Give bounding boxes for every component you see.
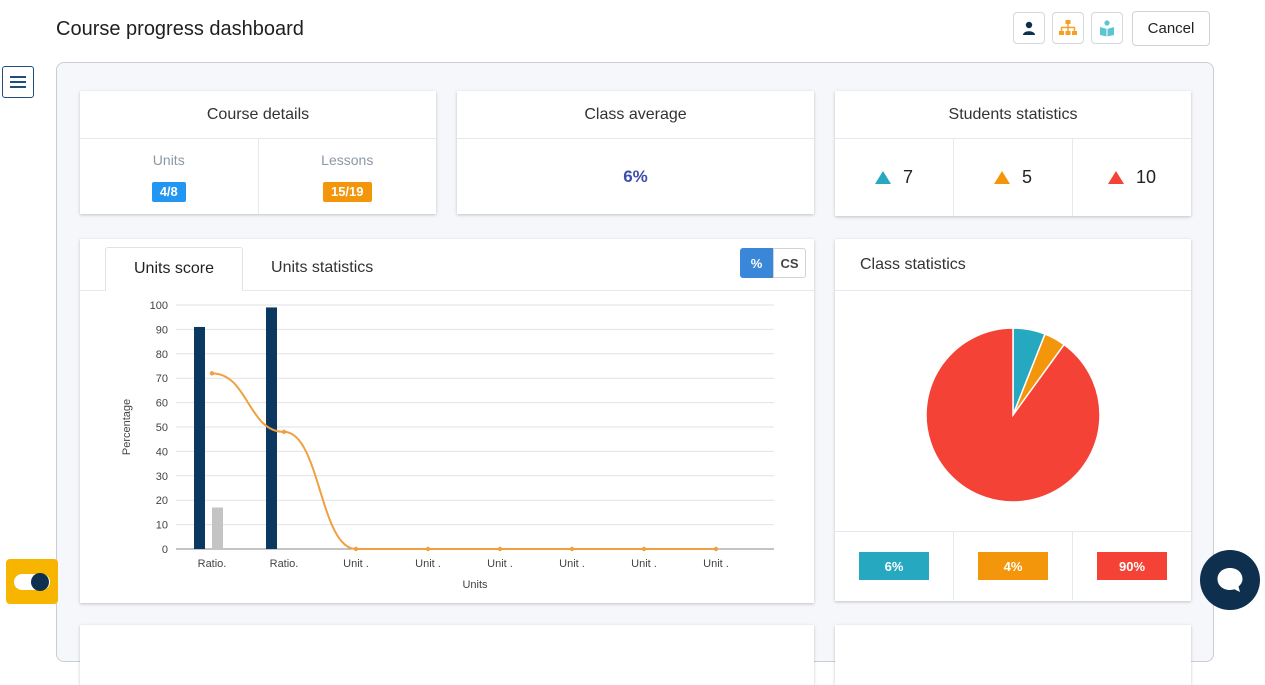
dashboard-container: Course details Units 4/8 Lessons 15/19 C… bbox=[56, 62, 1214, 685]
course-details-card: Course details Units 4/8 Lessons 15/19 bbox=[80, 91, 436, 214]
students-statistics-title: Students statistics bbox=[835, 91, 1191, 139]
tab-units-statistics[interactable]: Units statistics bbox=[271, 259, 374, 276]
theme-toggle[interactable] bbox=[6, 559, 58, 604]
line-point bbox=[353, 546, 359, 552]
y-tick-label: 90 bbox=[156, 324, 168, 336]
units-label: Units bbox=[152, 151, 185, 168]
x-tick-label: Ratio. bbox=[270, 558, 299, 570]
y-axis-label: Percentage bbox=[121, 399, 133, 455]
reading-icon bbox=[1100, 20, 1114, 37]
class-statistics-title: Class statistics bbox=[835, 239, 1191, 291]
x-tick-label: Unit . bbox=[703, 558, 729, 570]
stat-average: 5 bbox=[953, 139, 1072, 216]
y-tick-label: 60 bbox=[156, 398, 168, 410]
stat-excellent: 7 bbox=[835, 139, 953, 216]
student-icon bbox=[1023, 21, 1035, 35]
line-point bbox=[281, 429, 287, 435]
cancel-button[interactable]: Cancel bbox=[1132, 11, 1210, 46]
stat-low: 10 bbox=[1072, 139, 1191, 216]
stat-value: 10 bbox=[1135, 167, 1157, 187]
lessons-column: Lessons 15/19 bbox=[257, 139, 437, 214]
legend-chip: 4% bbox=[978, 552, 1048, 580]
x-tick-label: Ratio. bbox=[198, 558, 227, 570]
chat-bubble-icon bbox=[1217, 568, 1243, 592]
class-average-value: 6% bbox=[623, 166, 648, 186]
next-card-right bbox=[835, 625, 1191, 685]
legend-chip: 6% bbox=[859, 552, 929, 580]
y-tick-label: 70 bbox=[156, 373, 168, 385]
x-tick-label: Unit . bbox=[559, 558, 585, 570]
y-tick-label: 50 bbox=[156, 422, 168, 434]
hierarchy-icon bbox=[1059, 20, 1077, 35]
top-actions: Cancel bbox=[1013, 11, 1210, 46]
chat-button[interactable] bbox=[1200, 550, 1260, 610]
hierarchy-button[interactable] bbox=[1052, 12, 1084, 44]
y-tick-label: 0 bbox=[162, 544, 168, 556]
cs-toggle[interactable]: CS bbox=[773, 248, 806, 278]
units-chart-card: Units score Units statistics % CS 0 10 20 3… bbox=[80, 239, 814, 603]
lessons-label: Lessons bbox=[321, 151, 374, 168]
menu-button[interactable] bbox=[2, 66, 34, 98]
next-card-left bbox=[80, 625, 814, 685]
triangle-up-icon bbox=[874, 171, 891, 184]
stat-value: 5 bbox=[1021, 167, 1032, 187]
line-point bbox=[497, 546, 503, 552]
y-tick-label: 30 bbox=[156, 471, 168, 483]
legend-chip: 90% bbox=[1097, 552, 1167, 580]
tab-divider bbox=[80, 290, 814, 291]
y-tick-label: 20 bbox=[156, 495, 168, 507]
units-score-chart: 0 10 20 30 40 50 60 70 80 90 100 Ratio. Ratio. Unit .… bbox=[121, 300, 774, 591]
hamburger-icon bbox=[10, 76, 26, 88]
line-series bbox=[211, 372, 716, 550]
tab-units-score[interactable]: Units score bbox=[105, 247, 244, 291]
student-button[interactable] bbox=[1013, 12, 1045, 44]
class-average-title: Class average bbox=[457, 91, 814, 139]
x-tick-label: Unit . bbox=[343, 558, 369, 570]
line-point bbox=[209, 371, 215, 376]
students-statistics-card: Students statistics 7 5 10 bbox=[835, 91, 1191, 216]
line-point bbox=[713, 546, 719, 552]
bar bbox=[212, 507, 223, 549]
reading-button[interactable] bbox=[1091, 12, 1123, 44]
class-statistics-card: Class statistics 6% 4% 90% bbox=[835, 239, 1191, 601]
class-average-card: Class average 6% bbox=[457, 91, 814, 214]
pie-slice bbox=[925, 327, 1101, 503]
percent-toggle[interactable]: % bbox=[740, 248, 773, 278]
line-point bbox=[425, 546, 431, 552]
x-tick-label: Unit . bbox=[415, 558, 441, 570]
y-tick-label: 80 bbox=[156, 349, 168, 361]
lessons-badge: 15/19 bbox=[322, 181, 372, 202]
x-tick-label: Unit . bbox=[631, 558, 657, 570]
course-details-title: Course details bbox=[80, 91, 436, 139]
y-tick-label: 40 bbox=[156, 446, 168, 458]
bar bbox=[194, 326, 205, 549]
y-tick-label: 100 bbox=[150, 300, 168, 312]
units-badge: 4/8 bbox=[151, 181, 186, 202]
page-title: Course progress dashboard bbox=[56, 18, 304, 40]
units-column: Units 4/8 bbox=[80, 139, 258, 214]
triangle-up-icon bbox=[1107, 171, 1124, 184]
line-point bbox=[569, 546, 575, 552]
toggle-switch-icon bbox=[14, 572, 50, 591]
x-tick-label: Unit . bbox=[487, 558, 513, 570]
x-axis-label: Units bbox=[462, 579, 488, 591]
line-point bbox=[641, 546, 647, 552]
triangle-up-icon bbox=[993, 171, 1010, 184]
stat-value: 7 bbox=[902, 167, 913, 187]
y-tick-label: 10 bbox=[156, 520, 168, 532]
class-statistics-pie bbox=[925, 327, 1101, 503]
